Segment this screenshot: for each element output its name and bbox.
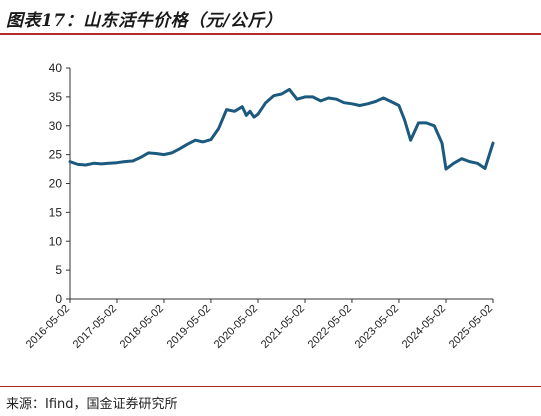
data-point xyxy=(117,162,118,163)
data-point xyxy=(210,139,211,140)
source-note: 来源：Ifind，国金证券研究所 xyxy=(6,397,178,412)
source-rule xyxy=(0,386,541,387)
data-point xyxy=(70,161,71,162)
data-point xyxy=(93,163,94,164)
data-point xyxy=(258,114,259,115)
data-point xyxy=(254,117,255,118)
y-tick-label: 25 xyxy=(49,148,63,162)
data-point xyxy=(101,163,102,164)
data-point xyxy=(124,161,125,162)
data-point xyxy=(85,165,86,166)
data-point xyxy=(418,122,419,123)
data-point xyxy=(234,111,235,112)
data-point xyxy=(426,122,427,123)
data-point xyxy=(226,109,227,110)
data-point xyxy=(289,89,290,90)
data-point xyxy=(148,152,149,153)
x-tick-label: 2023-05-02 xyxy=(353,303,401,351)
data-point xyxy=(297,99,298,100)
x-tick-label: 2019-05-02 xyxy=(165,303,213,351)
data-point xyxy=(265,102,266,103)
data-point xyxy=(305,96,306,97)
series-line xyxy=(68,87,495,171)
x-tick-label: 2024-05-02 xyxy=(400,303,448,351)
y-tick-label: 30 xyxy=(49,119,63,133)
data-point xyxy=(242,106,243,107)
data-point xyxy=(344,102,345,103)
x-tick-label: 2018-05-02 xyxy=(118,303,166,351)
x-tick-label: 2017-05-02 xyxy=(71,303,119,351)
chart-axes xyxy=(69,68,493,300)
data-point xyxy=(320,100,321,101)
x-tick-label: 2025-05-02 xyxy=(447,303,495,351)
y-tick-label: 15 xyxy=(49,205,63,219)
figure-title: 图表17：山东活牛价格（元/公斤） xyxy=(6,11,283,31)
y-axis-ticks: 0 5 10 15 20 25 30 35 40 xyxy=(49,61,70,306)
y-tick-label: 35 xyxy=(49,90,63,104)
x-tick-label: 2021-05-02 xyxy=(259,303,307,351)
data-point xyxy=(163,154,164,155)
x-tick-label: 2020-05-02 xyxy=(212,303,260,351)
x-axis-ticks: 2016-05-022017-05-022018-05-022019-05-02… xyxy=(24,299,495,351)
data-point xyxy=(187,144,188,145)
y-tick-label: 40 xyxy=(49,61,63,75)
data-point xyxy=(246,115,247,116)
data-point xyxy=(383,98,384,99)
data-point xyxy=(109,163,110,164)
data-point xyxy=(493,143,494,144)
data-point xyxy=(453,163,454,164)
y-tick-label: 20 xyxy=(49,177,63,191)
x-tick-label: 2016-05-02 xyxy=(24,303,72,351)
data-point xyxy=(375,101,376,102)
data-point xyxy=(77,164,78,165)
data-point xyxy=(336,99,337,100)
data-point xyxy=(485,168,486,169)
data-point xyxy=(171,152,172,153)
data-point xyxy=(156,153,157,154)
data-point xyxy=(398,105,399,106)
data-point xyxy=(446,169,447,170)
data-point xyxy=(273,95,274,96)
data-point xyxy=(202,141,203,142)
data-point xyxy=(367,103,368,104)
data-point xyxy=(477,163,478,164)
data-point xyxy=(312,96,313,97)
data-point xyxy=(442,143,443,144)
y-tick-label: 10 xyxy=(49,234,63,248)
data-point xyxy=(179,148,180,149)
y-tick-label: 0 xyxy=(55,292,62,306)
data-point xyxy=(461,158,462,159)
data-point xyxy=(195,140,196,141)
title-rule xyxy=(0,33,541,35)
data-point xyxy=(434,125,435,126)
data-point xyxy=(281,94,282,95)
data-point xyxy=(404,120,405,121)
data-point xyxy=(218,128,219,129)
data-point xyxy=(390,101,391,102)
y-tick-label: 5 xyxy=(55,263,62,277)
data-point xyxy=(140,157,141,158)
data-point xyxy=(410,140,411,141)
x-tick-label: 2022-05-02 xyxy=(306,303,354,351)
data-point xyxy=(469,161,470,162)
data-point xyxy=(352,103,353,104)
data-point xyxy=(328,98,329,99)
data-point xyxy=(359,105,360,106)
series-group xyxy=(68,87,495,171)
data-point xyxy=(132,161,133,162)
data-point xyxy=(250,111,251,112)
